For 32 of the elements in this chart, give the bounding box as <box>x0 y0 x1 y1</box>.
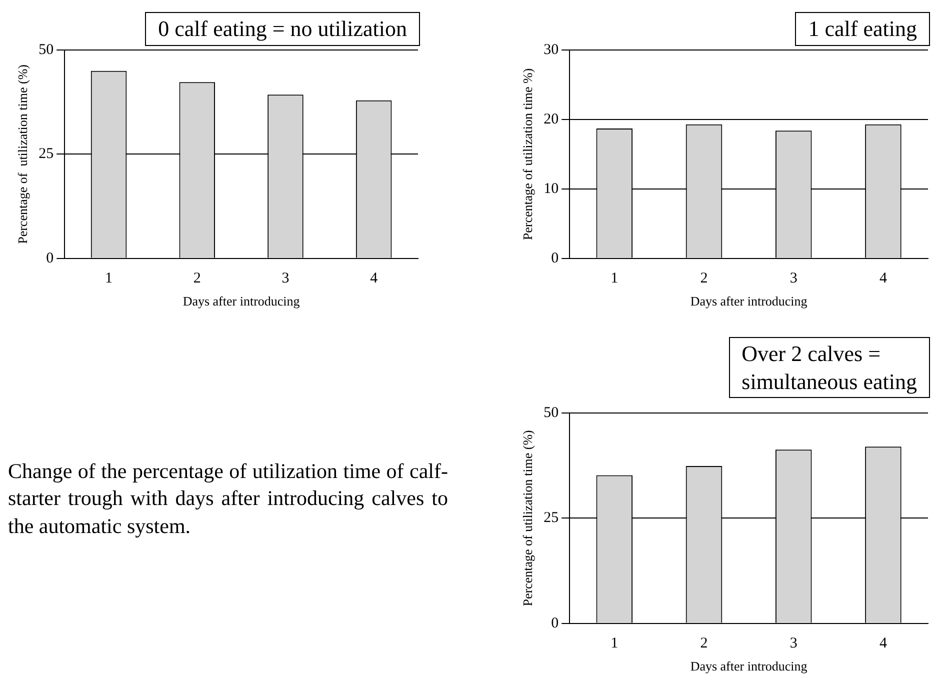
x-tick-label: 3 <box>790 635 798 652</box>
y-axis-title: Percentage of utilization time %) <box>520 68 536 240</box>
x-tick-label: 4 <box>370 270 378 286</box>
y-axis-title: Percentage of utilization time (%) <box>15 64 30 244</box>
text: Change of the percentage of utilization time of calf-starter trough with days after introducing calves to the automatic system. <box>8 458 448 540</box>
x-tick-label: 3 <box>282 270 290 286</box>
x-tick-label: 1 <box>105 270 113 286</box>
x-tick-label: 3 <box>790 270 798 286</box>
x-tick-label: 4 <box>879 635 888 652</box>
chart-title: Over 2 calves = simultaneous eating <box>728 337 930 398</box>
x-axis-title: Days after introducing <box>690 658 808 674</box>
y-tick-label: 20 <box>544 111 559 128</box>
chart-title: 0 calf eating = no utilization <box>145 12 420 46</box>
y-tick-label: 25 <box>544 510 559 526</box>
x-tick-label: 1 <box>610 635 618 652</box>
y-tick-label: 30 <box>544 42 559 58</box>
x-tick-label: 2 <box>700 635 708 652</box>
y-tick-label: 0 <box>46 250 54 266</box>
x-tick-label: 2 <box>700 270 708 286</box>
y-tick-label: 25 <box>38 146 54 162</box>
x-tick-label: 4 <box>879 270 888 286</box>
x-axis-title: Days after introducing <box>182 294 300 309</box>
x-axis-title: Days after introducing <box>690 294 808 309</box>
x-tick-label: 1 <box>610 270 618 286</box>
y-tick-label: 0 <box>551 615 559 632</box>
x-tick-label: 2 <box>193 270 201 286</box>
y-tick-label: 10 <box>544 180 559 197</box>
y-tick-label: 50 <box>38 42 54 58</box>
y-axis-title: Percentage of utilization time (%) <box>520 430 536 606</box>
chart-title: 1 calf eating <box>795 12 930 46</box>
y-tick-label: 50 <box>544 404 559 421</box>
y-tick-label: 0 <box>551 250 559 266</box>
